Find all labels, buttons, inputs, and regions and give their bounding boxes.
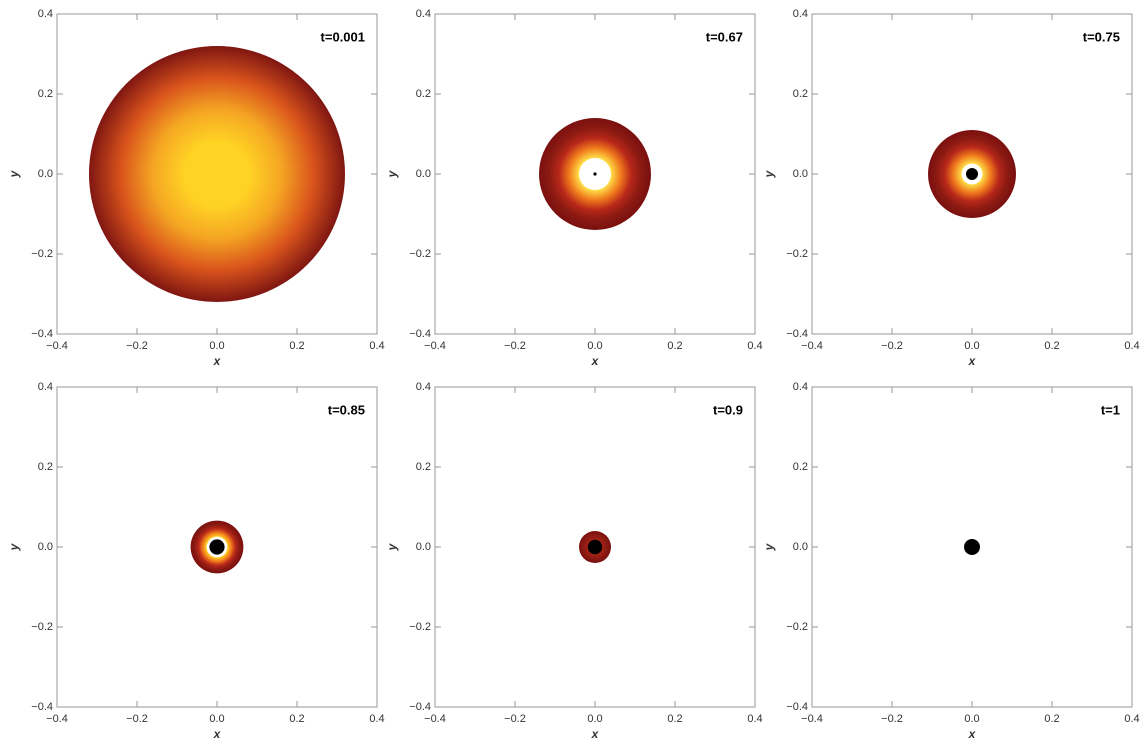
x-tick-label: 0.4 xyxy=(1124,713,1139,725)
y-tick-label: 0.0 xyxy=(38,541,53,553)
y-tick-label: 0.4 xyxy=(38,381,53,393)
x-tick-label: 0.0 xyxy=(964,713,979,725)
chart-title: t=0.67 xyxy=(706,29,743,44)
panel: −0.4 −0.2 0.0 0.2 0.4 −0.4 −0.2 0.0 0.2 0.4 t=0.85… xyxy=(7,381,384,740)
y-tick-label: −0.2 xyxy=(786,621,808,633)
x-tick-label: −0.2 xyxy=(126,340,148,352)
x-tick-label: 0.2 xyxy=(289,713,304,725)
x-tick-label: 0.0 xyxy=(209,340,224,352)
x-tick-label: 0.0 xyxy=(209,713,224,725)
y-tick-label: −0.4 xyxy=(409,701,431,713)
x-tick-label: −0.4 xyxy=(801,340,823,352)
chart-title: t=0.75 xyxy=(1083,29,1120,44)
y-tick-label: −0.2 xyxy=(409,248,431,260)
x-tick-label: −0.4 xyxy=(424,340,446,352)
x-tick-label: 0.4 xyxy=(1124,340,1139,352)
chart-title: t=0.001 xyxy=(321,29,365,44)
y-tick-label: −0.4 xyxy=(31,328,53,340)
x-tick-label: 0.4 xyxy=(747,340,762,352)
x-axis-label: x xyxy=(591,727,600,740)
x-tick-label: −0.2 xyxy=(504,340,526,352)
y-tick-label: 0.2 xyxy=(793,461,808,473)
x-tick-label: 0.4 xyxy=(747,713,762,725)
y-axis-label: y xyxy=(762,542,776,551)
x-tick-label: 0.2 xyxy=(289,340,304,352)
panel: −0.4 −0.2 0.0 0.2 0.4 −0.4 −0.2 0.0 0.2 0.4 t=0.75… xyxy=(762,8,1139,368)
y-tick-label: −0.2 xyxy=(31,248,53,260)
y-tick-label: 0.2 xyxy=(793,88,808,100)
x-tick-label: 0.0 xyxy=(587,340,602,352)
core xyxy=(964,539,980,555)
y-tick-label: 0.0 xyxy=(416,541,431,553)
x-tick-label: −0.2 xyxy=(126,713,148,725)
x-tick-label: 0.2 xyxy=(1044,713,1059,725)
y-tick-label: 0.2 xyxy=(38,88,53,100)
y-tick-label: 0.0 xyxy=(793,541,808,553)
chart-title: t=0.9 xyxy=(713,402,743,417)
x-axis-label: x xyxy=(591,354,600,368)
x-tick-label: −0.4 xyxy=(801,713,823,725)
x-axis-label: x xyxy=(213,727,222,740)
y-tick-label: 0.2 xyxy=(38,461,53,473)
y-tick-label: 0.4 xyxy=(793,381,808,393)
y-axis-label: y xyxy=(762,169,776,178)
y-axis-label: y xyxy=(385,169,399,178)
x-tick-label: 0.2 xyxy=(667,713,682,725)
y-tick-label: −0.2 xyxy=(409,621,431,633)
x-tick-label: −0.4 xyxy=(46,340,68,352)
y-tick-label: −0.2 xyxy=(786,248,808,260)
y-tick-label: 0.4 xyxy=(38,8,53,20)
x-axis-label: x xyxy=(968,727,977,740)
y-axis-label: y xyxy=(7,169,21,178)
y-tick-label: 0.4 xyxy=(416,381,431,393)
core xyxy=(587,539,603,555)
chart-title: t=1 xyxy=(1101,402,1120,417)
x-tick-label: −0.2 xyxy=(504,713,526,725)
panel: −0.4 −0.2 0.0 0.2 0.4 −0.4 −0.2 0.0 0.2 0.4 t=1 x y xyxy=(762,381,1139,740)
x-axis-label: x xyxy=(968,354,977,368)
x-tick-label: −0.2 xyxy=(881,713,903,725)
y-axis-label: y xyxy=(385,542,399,551)
y-tick-label: −0.4 xyxy=(31,701,53,713)
y-tick-label: 0.0 xyxy=(793,168,808,180)
core xyxy=(966,168,978,180)
y-tick-label: 0.2 xyxy=(416,461,431,473)
y-tick-label: −0.4 xyxy=(409,328,431,340)
x-tick-label: −0.2 xyxy=(881,340,903,352)
x-tick-label: −0.4 xyxy=(424,713,446,725)
y-tick-label: 0.2 xyxy=(416,88,431,100)
x-tick-label: 0.2 xyxy=(667,340,682,352)
y-tick-label: −0.2 xyxy=(31,621,53,633)
x-tick-label: 0.0 xyxy=(964,340,979,352)
core xyxy=(593,172,597,176)
y-tick-label: −0.4 xyxy=(786,328,808,340)
x-tick-label: 0.4 xyxy=(369,713,384,725)
x-tick-label: 0.2 xyxy=(1044,340,1059,352)
y-axis-label: y xyxy=(7,542,21,551)
panel: −0.4 −0.2 0.0 0.2 0.4 −0.4 −0.2 0.0 0.2 0.4 t=0.00… xyxy=(7,8,384,368)
x-tick-label: 0.0 xyxy=(587,713,602,725)
y-tick-label: −0.4 xyxy=(786,701,808,713)
x-tick-label: −0.4 xyxy=(46,713,68,725)
panel: −0.4 −0.2 0.0 0.2 0.4 −0.4 −0.2 0.0 0.2 0.4 t=0.9 x… xyxy=(385,381,762,740)
core xyxy=(209,539,225,555)
y-tick-label: 0.0 xyxy=(416,168,431,180)
disk xyxy=(89,46,345,302)
x-tick-label: 0.4 xyxy=(369,340,384,352)
panel: −0.4 −0.2 0.0 0.2 0.4 −0.4 −0.2 0.0 0.2 0.4 t=0.67… xyxy=(385,8,762,368)
y-tick-label: 0.4 xyxy=(416,8,431,20)
x-axis-label: x xyxy=(213,354,222,368)
chart-title: t=0.85 xyxy=(328,402,365,417)
y-tick-label: 0.4 xyxy=(793,8,808,20)
y-tick-label: 0.0 xyxy=(38,168,53,180)
